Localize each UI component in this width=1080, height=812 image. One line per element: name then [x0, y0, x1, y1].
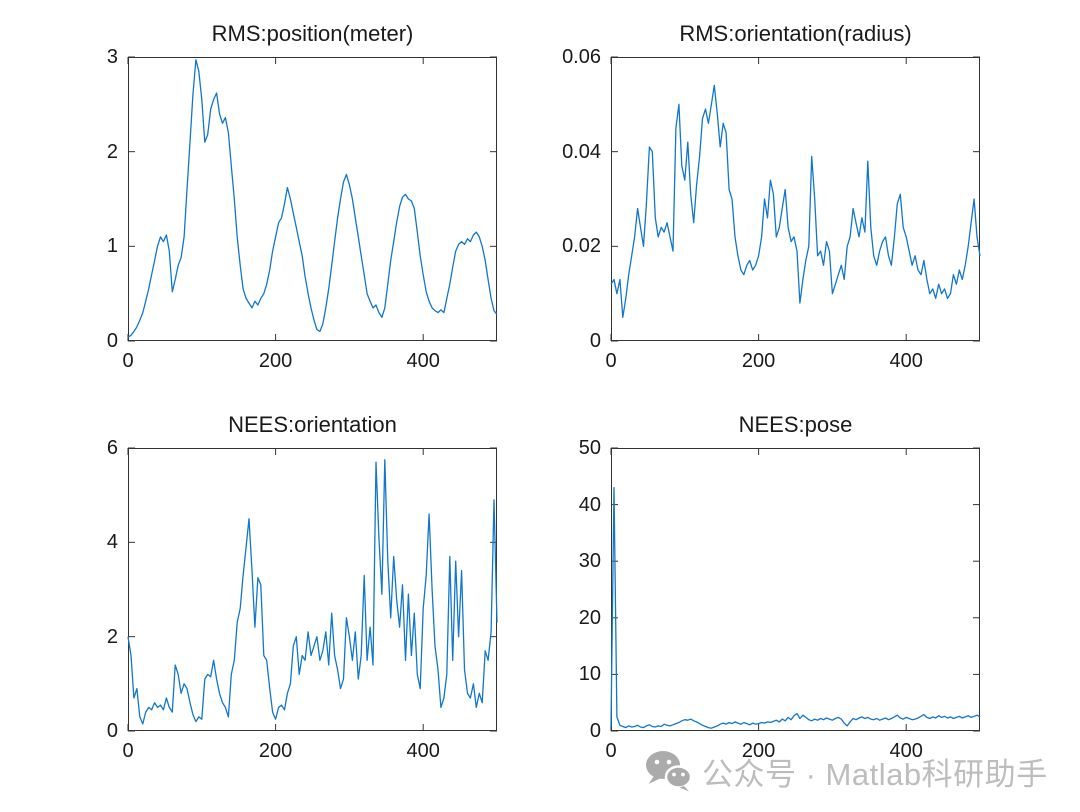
- x-tick-label: 0: [122, 740, 134, 762]
- x-tick-label: 0: [122, 350, 134, 372]
- plot-rms-orientation: RMS:orientation(radius) 0 0.02 0.04 0.06 0 20…: [562, 21, 981, 372]
- y-tick-label: 6: [106, 437, 118, 459]
- series-line: [610, 84, 981, 318]
- y-tick-label: 0: [106, 720, 118, 742]
- y-tick-label: 20: [578, 606, 601, 629]
- x-tick-label: 200: [741, 350, 776, 372]
- x-tick-label: 400: [406, 350, 440, 372]
- y-tick-label: 3: [106, 46, 118, 68]
- y-tick-label: 0.04: [562, 140, 601, 163]
- watermark: 公众号 · Matlab科研助手: [644, 748, 1048, 794]
- plot-title: RMS:orientation(radius): [679, 21, 912, 46]
- x-tick-label: 200: [258, 740, 293, 762]
- y-tick-label: 50: [578, 437, 601, 459]
- y-tick-label: 2: [106, 625, 118, 648]
- plot-nees-pose: NEES:pose 0 10 20 30 40 50 0 200 400: [579, 412, 981, 762]
- x-tick-label: 0: [605, 350, 617, 372]
- series-line: [610, 486, 981, 729]
- plot-title: RMS:position(meter): [211, 21, 414, 46]
- y-tick-label: 1: [106, 235, 118, 258]
- y-tick-label: 0: [106, 330, 118, 352]
- wechat-icon: [646, 751, 692, 792]
- plot-nees-orientation: NEES:orientation 0 2 4 6 0 200 400: [107, 412, 498, 762]
- series-line: [127, 59, 498, 338]
- plot-title: NEES:orientation: [228, 412, 397, 437]
- y-tick-label: 10: [578, 663, 601, 686]
- y-tick-label: 40: [578, 493, 601, 516]
- x-tick-label: 200: [258, 350, 293, 372]
- x-tick-label: 400: [889, 350, 923, 372]
- y-tick-label: 0: [589, 720, 601, 742]
- series-line: [127, 459, 498, 725]
- plot-canvas: [610, 447, 981, 732]
- axes-box: [128, 57, 497, 341]
- y-tick-label: 4: [106, 531, 118, 554]
- x-tick-label: 400: [406, 740, 440, 762]
- axes-box: [611, 448, 980, 731]
- plot-title: NEES:pose: [738, 412, 853, 437]
- axes-box: [128, 448, 497, 731]
- y-tick-label: 0.06: [562, 46, 601, 68]
- y-tick-label: 2: [106, 140, 118, 163]
- watermark-text: 公众号 · Matlab科研助手: [702, 756, 1048, 792]
- plot-rms-position: RMS:position(meter) 0 1 2 3 0 200 400: [107, 21, 498, 372]
- y-tick-label: 0.02: [562, 235, 601, 258]
- axes-box: [611, 57, 980, 341]
- plot-canvas: [610, 56, 981, 342]
- plot-canvas: [127, 56, 498, 342]
- plot-canvas: [127, 447, 498, 732]
- y-tick-label: 30: [578, 550, 601, 573]
- y-tick-label: 0: [589, 330, 601, 352]
- x-tick-label: 0: [605, 740, 617, 762]
